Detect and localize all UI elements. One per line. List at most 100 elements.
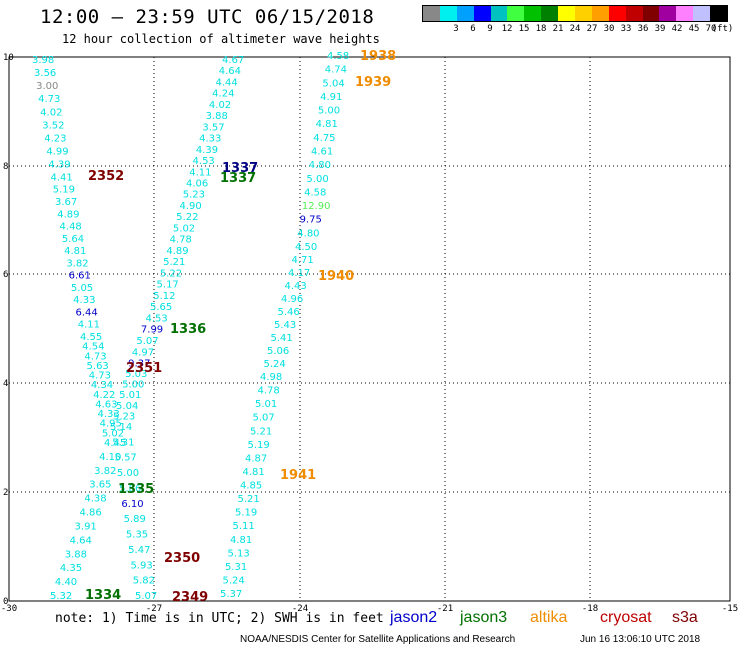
swh-value-track-1: 4.95 [100,419,122,430]
swh-value-track-2: 5.35 [126,530,148,541]
map-frame [8,56,731,602]
y-tick-label: 8 [3,162,8,172]
swh-value-track-2: 4.78 [170,235,192,246]
swh-value-track-1: 4.22 [93,390,115,401]
swh-value-track-2: 5.31 [112,437,134,448]
swh-value-track-2: 5.23 [113,411,135,422]
legend-label: 33 [620,24,632,34]
swh-value-track-1: 4.02 [40,107,62,118]
y-tick-label: 6 [3,270,8,280]
swh-value-track-1: 4.54 [82,342,104,353]
x-tick-label: -18 [582,604,598,614]
swh-value-track-2: 5.22 [160,268,182,279]
swh-value-track-3: 4.96 [281,294,303,305]
swh-value-track-2: 5.47 [128,545,150,556]
swh-value-track-2: 4.39 [196,145,218,156]
legend-swatch [473,6,491,21]
swh-value-track-1: 4.73 [38,94,60,105]
swh-value-track-3: 5.06 [267,346,289,357]
swh-value-track-2: 5.21 [163,257,185,268]
swh-value-track-2: 4.24 [212,89,234,100]
swh-value-track-1: 4.33 [73,295,95,306]
pass-label: 1941 [280,468,316,483]
swh-value-track-2: 5.00 [122,380,144,391]
legend-unit: (ft) [711,24,734,34]
swh-value-track-1: 4.10 [99,452,121,463]
legend-label: 15 [518,24,530,34]
swh-value-track-2: 5.86 [119,483,141,494]
legend-label: 3 [453,24,459,34]
swh-value-track-3: 5.04 [322,78,344,89]
legend-swatch [642,6,660,21]
swh-value-track-2: 3.88 [206,111,228,122]
x-tick-label: -15 [722,604,738,614]
swh-value-track-1: 3.91 [75,521,97,532]
swh-value-track-2: 4.89 [166,246,188,257]
swh-value-track-2: 4.97 [132,347,154,358]
legend-label: 42 [671,24,683,34]
swh-value-track-1: 4.33 [97,409,119,420]
swh-value-track-3: 4.85 [240,481,262,492]
swh-value-track-2: 4.90 [179,201,201,212]
satellite-altika: altika [530,609,568,626]
swh-value-track-3: 4.71 [292,255,314,266]
swh-value-track-3: 5.19 [235,508,257,519]
legend-swatch [608,6,626,21]
swh-value-track-1: 4.40 [55,577,77,588]
legend-swatch [524,6,542,21]
swh-value-track-1: 4.73 [89,371,111,382]
swh-value-track-2: 5.07 [135,591,157,602]
swh-value-track-2: 5.82 [133,576,155,587]
legend-swatch [558,6,576,21]
y-tick-label: 2 [3,488,8,498]
y-tick-label: 0 [3,597,8,607]
swh-value-track-1: 3.56 [34,68,56,79]
pass-label: 1938 [360,49,396,64]
legend-color-bar [422,5,728,22]
swh-value-track-3: 5.37 [220,589,242,600]
swh-value-track-2: 5.93 [130,560,152,571]
swh-value-track-1: 3.98 [32,55,54,66]
pass-label: 1335 [118,482,154,497]
x-tick-label: -30 [1,604,17,614]
swh-value-track-1: 3.00 [36,81,58,92]
x-tick-label: -24 [292,604,308,614]
legend-label: 24 [569,24,581,34]
swh-value-track-2: 5.23 [183,190,205,201]
swh-value-track-2: 5.65 [150,302,172,313]
swh-value-track-3: 9.75 [300,215,322,226]
swh-value-track-3: 4.81 [230,535,252,546]
legend-label: 30 [603,24,615,34]
swh-value-track-3: 4.81 [243,467,265,478]
swh-value-track-3: 5.11 [233,521,255,532]
swh-value-track-3: 4.58 [304,187,326,198]
swh-value-track-3: 4.74 [325,65,347,76]
swh-value-track-1: 4.81 [64,246,86,257]
swh-value-track-3: 5.07 [253,413,275,424]
swh-value-track-1: 6.61 [69,271,91,282]
swh-value-track-2: 5.01 [119,390,141,401]
swh-value-track-3: 5.01 [255,399,277,410]
pass-label: 1940 [318,269,354,284]
swh-value-track-2: 5.14 [110,422,132,433]
swh-value-track-1: 3.65 [89,480,111,491]
footer-note: note: 1) Time is in UTC; 2) SWH is in fe… [55,611,384,626]
swh-value-track-3: 5.31 [225,562,247,573]
swh-value-track-1: 4.73 [84,351,106,362]
swh-value-track-1: 4.63 [95,399,117,410]
color-legend: 3 6 9 12 15 18 21 24 27 30 33 36 39 42 45 70 (ft) [422,5,733,36]
swh-value-track-1: 5.63 [87,361,109,372]
legend-swatch [490,6,508,21]
swh-value-track-2: 4.64 [219,66,241,77]
swh-value-track-1: 5.02 [102,428,124,439]
swh-value-track-3: 5.43 [274,320,296,331]
swh-value-track-1: 4.45 [104,438,126,449]
legend-swatch [710,6,728,21]
swh-value-track-1: 3.82 [94,466,116,477]
swh-value-track-2: 5.07 [136,336,158,347]
swh-value-track-3: 5.46 [278,307,300,318]
pass-label: 2351 [126,361,162,376]
swh-value-track-2: 6.10 [121,499,143,510]
legend-label: 45 [688,24,700,34]
swh-value-track-3: 4.50 [295,242,317,253]
